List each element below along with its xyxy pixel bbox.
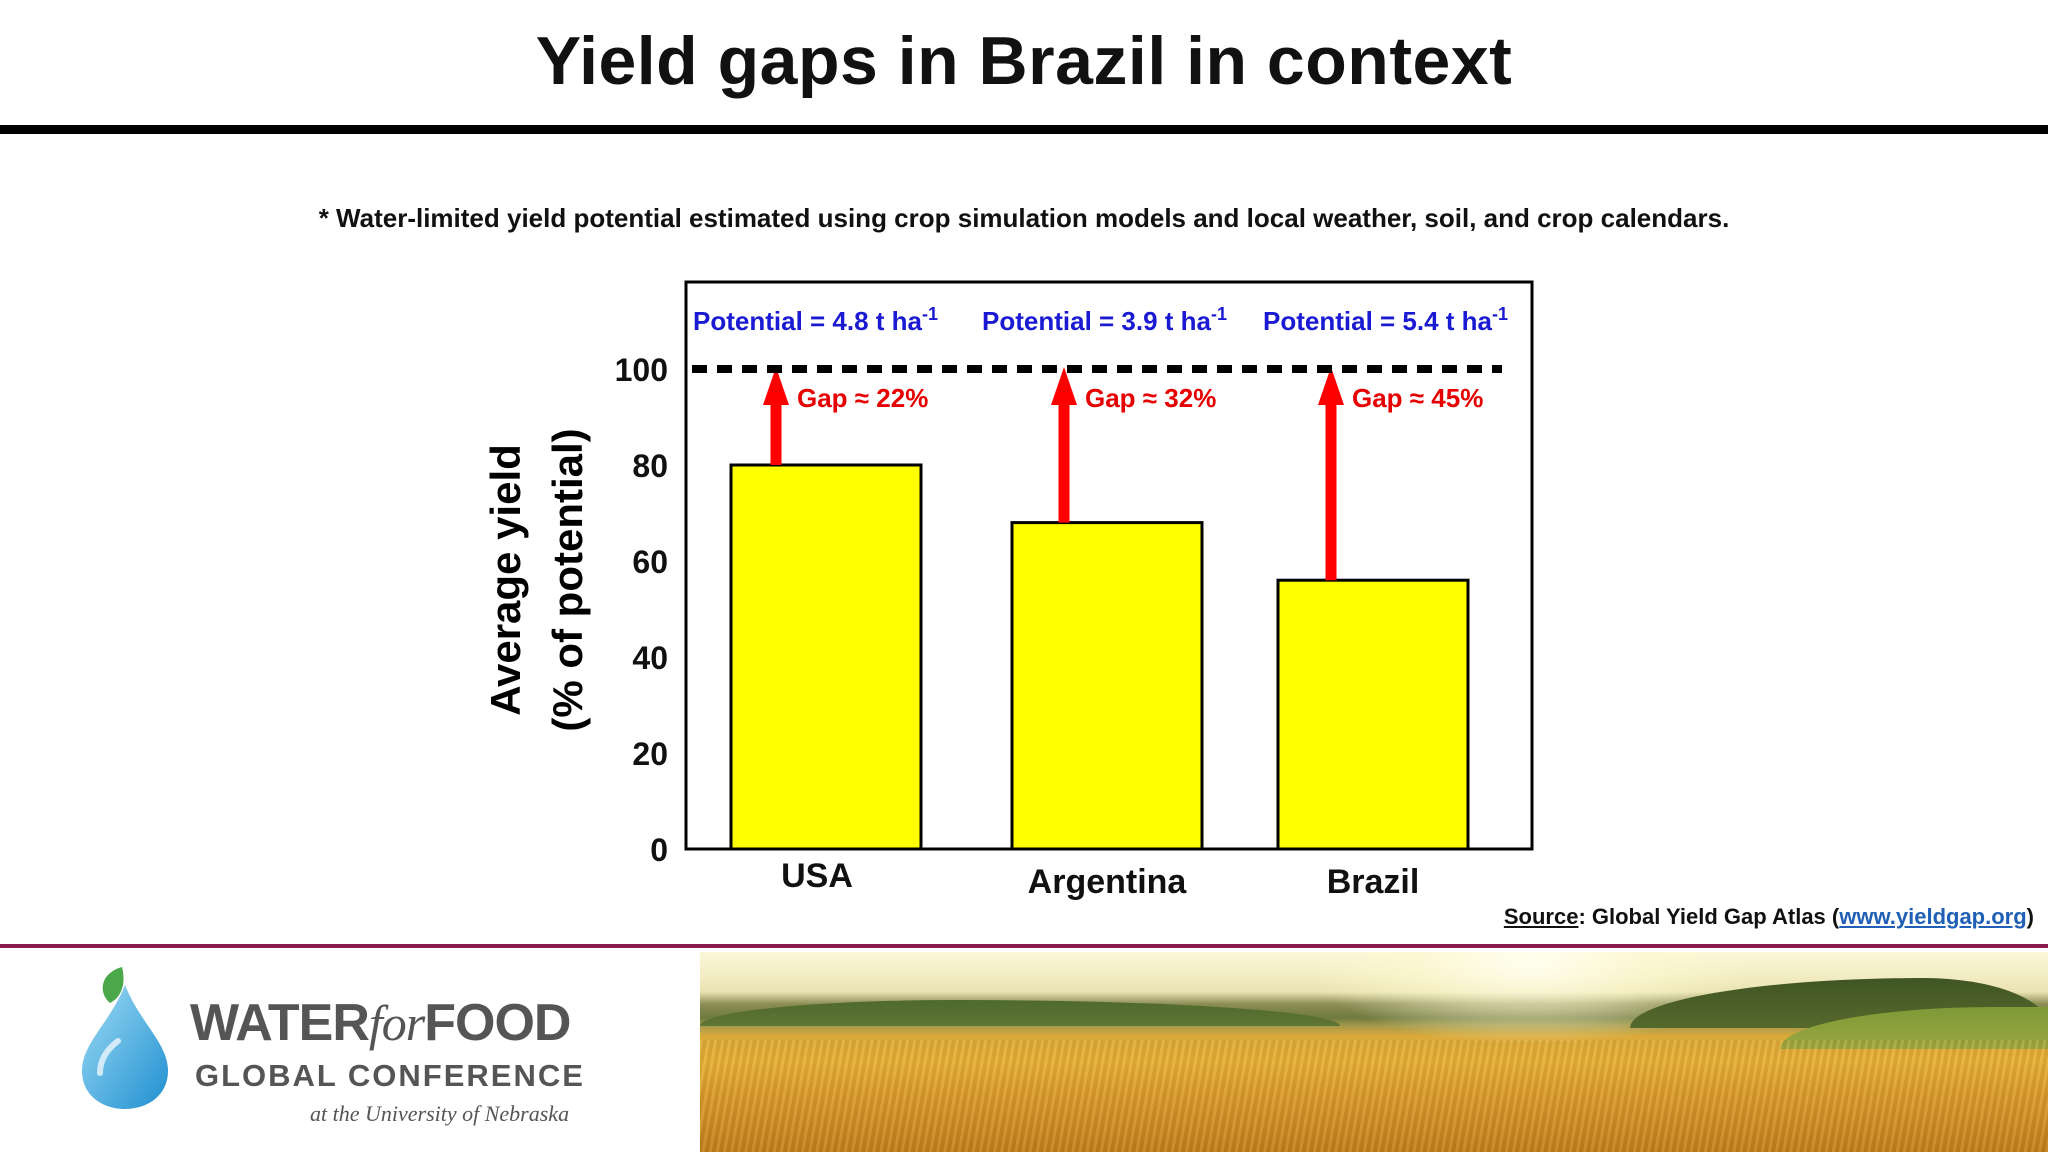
yield-gap-chart: 0 20 40 60 80 100 Average yield (% of potential… <box>482 280 1534 901</box>
source-label: Source <box>1503 904 1579 929</box>
x-tick-label: Brazil <box>1327 863 1420 901</box>
bar-argentina <box>1010 521 1204 851</box>
gap-label: Gap ≈ 45% <box>1352 383 1483 413</box>
wheat-field-photo <box>700 952 2048 1152</box>
logo-subtitle: GLOBAL CONFERENCE <box>195 1058 585 1093</box>
gap-arrow-head <box>1051 367 1077 405</box>
y-axis-label: Average yield <box>482 444 529 716</box>
x-tick-label: Argentina <box>1028 863 1188 901</box>
logo-title: WATERforFOOD <box>190 993 571 1053</box>
slide-title: Yield gaps in Brazil in context <box>535 23 1513 99</box>
y-tick-label: 20 <box>632 736 668 772</box>
potential-label: Potential = 3.9 t ha-1 <box>982 304 1227 336</box>
potential-label: Potential = 5.4 t ha-1 <box>1263 304 1508 336</box>
gap-arrow-head <box>1318 367 1344 405</box>
title-divider <box>0 125 2048 134</box>
bar-brazil <box>1276 578 1470 851</box>
gap-label: Gap ≈ 22% <box>797 383 928 413</box>
logo-water: WATER <box>190 994 370 1052</box>
conference-logo: WATERforFOOD GLOBAL CONFERENCE at the Un… <box>70 955 630 1145</box>
footer-divider <box>0 944 2048 948</box>
water-drop-icon <box>82 967 168 1109</box>
source-close: ) <box>2026 904 2034 929</box>
logo-for: for <box>368 995 425 1051</box>
gap-arrow-head <box>763 367 789 405</box>
footnote: * Water-limited yield potential estimate… <box>318 203 1730 233</box>
y-tick-label: 0 <box>650 832 668 868</box>
y-tick-label: 40 <box>632 640 668 676</box>
logo-food: FOOD <box>424 994 571 1052</box>
source-citation: Source: Global Yield Gap Atlas (www.yiel… <box>1504 904 2034 930</box>
y-tick-label: 100 <box>615 352 668 388</box>
y-tick-label: 60 <box>632 544 668 580</box>
potential-label: Potential = 4.8 t ha-1 <box>693 304 938 336</box>
x-tick-label: USA <box>781 857 853 895</box>
bar-usa <box>729 463 923 851</box>
source-link[interactable]: www.yieldgap.org <box>1839 904 2027 929</box>
source-text: : Global Yield Gap Atlas ( <box>1578 904 1840 929</box>
gap-label: Gap ≈ 32% <box>1085 383 1216 413</box>
logo-tagline: at the University of Nebraska <box>310 1101 570 1126</box>
y-axis-label-units: (% of potential) <box>544 428 591 731</box>
y-tick-label: 80 <box>632 448 668 484</box>
